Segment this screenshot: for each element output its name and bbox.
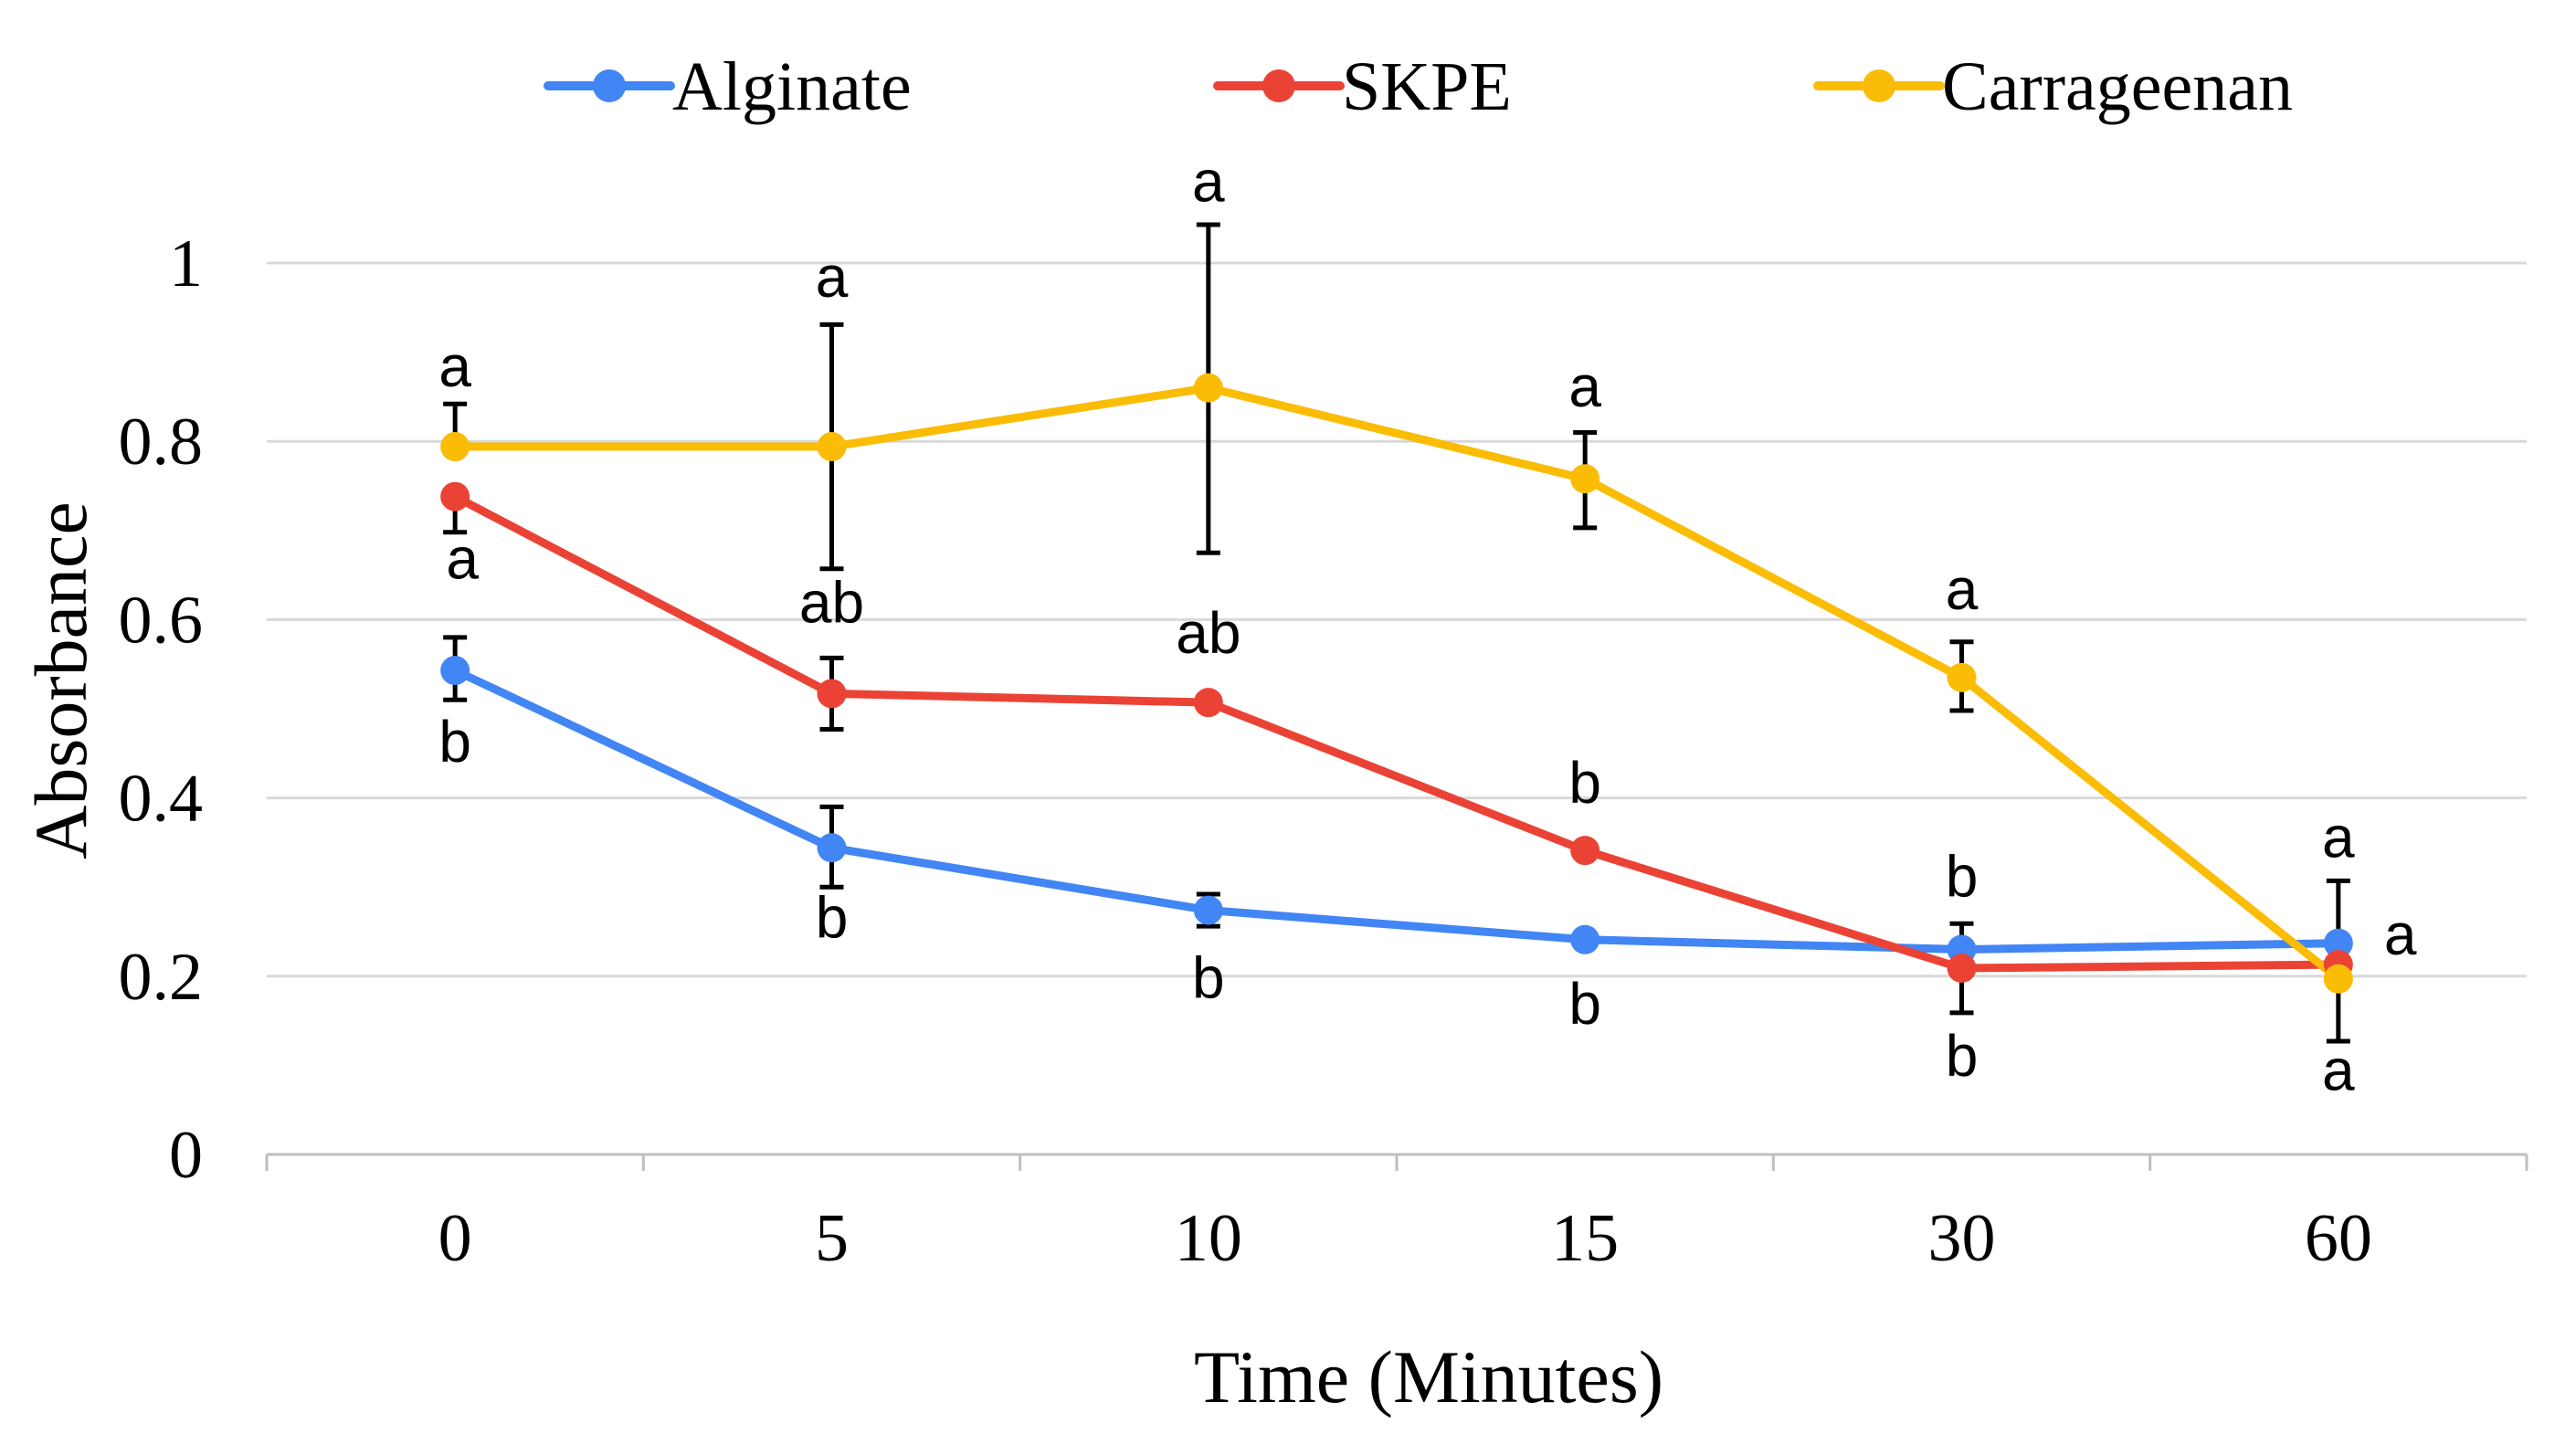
x-tick-label: 5: [815, 1201, 849, 1276]
data-point-skpe: [1570, 836, 1600, 866]
significance-letter: b: [1946, 1023, 1979, 1089]
significance-letter: b: [438, 709, 471, 775]
data-point-carrageenan: [440, 432, 470, 462]
data-point-alginate: [1193, 895, 1223, 925]
significance-letter: a: [446, 526, 479, 592]
series-line-carrageenan: [450, 384, 2343, 984]
significance-letter: a: [2384, 901, 2417, 967]
data-point-alginate: [440, 656, 470, 686]
significance-letter: a: [1946, 556, 1979, 622]
series-line-alginate: [450, 666, 2343, 954]
significance-letter: ab: [1176, 600, 1240, 666]
data-points: [440, 373, 2353, 994]
y-tick-label: 0.2: [119, 940, 204, 1015]
data-point-alginate: [817, 833, 847, 863]
x-tick-label: 60: [2305, 1201, 2372, 1276]
data-point-carrageenan: [1570, 464, 1600, 494]
significance-letter: b: [816, 884, 849, 950]
grid-lines: [267, 261, 2527, 978]
data-point-alginate: [1570, 924, 1600, 954]
significance-letter: b: [1192, 945, 1225, 1011]
significance-letter: a: [1568, 353, 1601, 419]
y-tick-label: 0.8: [119, 405, 204, 480]
error-bars: [443, 222, 2350, 1044]
significance-letter: a: [2322, 805, 2355, 870]
y-tick-label: 0.4: [119, 762, 204, 837]
significance-letter: b: [1568, 750, 1601, 816]
legend-marker: [1262, 69, 1295, 102]
legend-item-carrageenan: Carrageenan: [1813, 48, 2293, 125]
x-tick-label: 10: [1175, 1201, 1242, 1276]
significance-letter: a: [438, 333, 471, 399]
data-point-skpe: [1947, 954, 1977, 984]
data-point-skpe: [817, 679, 847, 709]
significance-letter: b: [1568, 971, 1601, 1037]
x-axis-title: Time (Minutes): [1194, 1335, 1663, 1418]
x-tick-label: 30: [1928, 1201, 1996, 1276]
significance-letter: b: [1946, 844, 1979, 910]
x-tick-label: 0: [438, 1201, 472, 1276]
legend-label: SKPE: [1342, 48, 1512, 125]
series-line-skpe: [450, 492, 2343, 973]
legend-item-alginate: Alginate: [544, 48, 912, 125]
significance-letter: a: [816, 244, 849, 310]
data-point-carrageenan: [1947, 662, 1977, 692]
series-lines: [450, 384, 2343, 984]
significance-letter: a: [2322, 1038, 2355, 1103]
x-tick-label: 15: [1551, 1201, 1619, 1276]
legend-item-skpe: SKPE: [1213, 48, 1512, 125]
legend-marker: [593, 69, 626, 102]
data-point-alginate: [2323, 928, 2353, 958]
legend-label: Carrageenan: [1942, 48, 2293, 125]
y-tick-label: 0: [169, 1118, 203, 1193]
data-point-skpe: [1193, 688, 1223, 718]
legend-label: Alginate: [672, 48, 912, 125]
significance-letter: a: [1192, 149, 1225, 215]
data-point-carrageenan: [817, 432, 847, 462]
axes: 00.20.40.60.810 5 10 15 30 60: [119, 227, 2528, 1276]
data-point-skpe: [440, 481, 470, 511]
legend-marker: [1863, 69, 1895, 102]
y-tick-label: 0.6: [119, 583, 204, 658]
y-axis-title: Absorbance: [19, 501, 102, 859]
significance-letter: ab: [799, 569, 864, 635]
data-point-carrageenan: [1193, 373, 1223, 403]
y-tick-label: 1: [169, 227, 203, 301]
data-point-carrageenan: [2323, 964, 2353, 994]
legend: Alginate SKPE Carrageenan: [544, 48, 2293, 125]
